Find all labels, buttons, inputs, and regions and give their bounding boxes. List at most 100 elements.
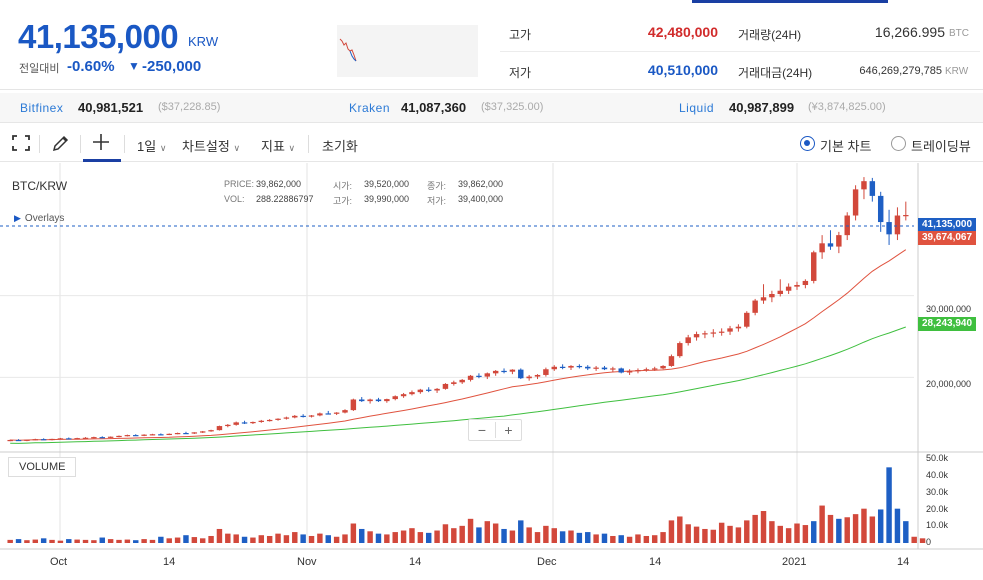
volume-bar [266,535,273,543]
pencil-icon[interactable] [52,135,70,155]
candle-body [802,280,809,286]
candle-body [15,439,22,442]
chart-settings-dropdown[interactable]: 차트설정 ∨ [182,136,240,155]
candle-body [174,433,181,435]
candle-body [250,421,256,424]
price-currency: KRW [188,34,219,49]
candle-body [300,415,306,418]
candle-body [292,415,298,418]
reset-button[interactable]: 초기화 [322,139,358,154]
candle-body [693,334,700,338]
volume-bar [183,535,189,543]
last-price-tag: 41,135,000 [918,218,977,232]
volume-bar [107,539,114,543]
volume-bar [785,528,792,543]
candle-body [333,412,340,414]
toolbar-separator [80,135,81,153]
volume-bar [49,539,55,543]
volume-bar [199,538,206,543]
exchange-name-liquid[interactable]: Liquid [679,101,715,115]
volume-bar [141,539,147,543]
basic-chart-label[interactable]: 기본 차트 [820,139,872,154]
volume-axis-tick: 30.0k [926,487,949,497]
x-axis-tick: Oct [50,556,68,568]
zoom-out-button[interactable]: − [477,422,487,438]
candle-body [585,366,591,369]
volume-bar [610,535,616,543]
chart-symbol: BTC/KRW [12,179,68,193]
candle-body [752,300,758,313]
candle-body [668,356,675,366]
volume-bar [760,511,767,543]
volume-bar [417,532,424,543]
indicators-dropdown[interactable]: 지표 ∨ [261,136,295,155]
price-axis-tick: 30,000,000 [926,304,972,314]
crosshair-icon[interactable] [92,133,110,154]
candle-body [417,389,424,393]
candle-body [643,369,650,371]
volume-bar [492,523,499,543]
candle-body [183,433,189,435]
x-axis-tick: 2021 [782,556,807,568]
candle-body [233,422,239,425]
chart-toolbar: 1일 ∨ 차트설정 ∨ 지표 ∨ 초기화 기본 차트 트레이딩뷰 [0,126,983,162]
candle-body [861,181,867,190]
overlays-label: Overlays [24,213,65,224]
volume-bar [342,534,348,543]
candle-body [384,399,390,402]
volume-bar [626,536,633,543]
candle-body [199,431,206,433]
candle-body [99,437,105,439]
candle-body [434,388,440,391]
volume-bar [735,527,742,543]
interval-dropdown[interactable]: 1일 ∨ [137,136,166,155]
ohlc-low-value: 39,400,000 [458,194,504,204]
trading-view-radio[interactable] [891,136,906,151]
trading-view-label[interactable]: 트레이딩뷰 [911,139,971,154]
candle-body [760,297,767,301]
volume-bar [660,532,666,543]
candle-body [769,294,775,298]
candle-body [392,396,398,400]
chart-canvas[interactable] [0,163,983,580]
exchange-jpy-liquid: (¥3,874,825.00) [808,101,886,113]
volume-bar [585,532,591,543]
candle-body [559,366,566,368]
candle-body [819,243,825,253]
candle-body [367,399,373,402]
candle-body [534,374,541,377]
candle-body [258,420,265,422]
ohlc-vol-value: 288.22886797 [256,194,314,204]
toolbar-separator [124,135,125,153]
interval-label: 1일 [137,139,157,154]
exchange-name-bitfinex[interactable]: Bitfinex [20,101,64,115]
candle-body [551,366,557,370]
candle-body [869,181,876,196]
turnover-24h-label: 거래대금(24H) [738,66,813,80]
volume-bar [568,530,574,543]
volume-bar [392,532,398,543]
overlays-toggle[interactable]: ▶ Overlays [14,213,64,224]
volume-bar [903,521,909,543]
price-chart[interactable]: BTC/KRW PRICE: 39,862,000 VOL: 288.22886… [0,163,983,580]
candle-body [241,422,248,424]
volume-bar [74,539,80,543]
turnover-24h-unit: KRW [945,66,969,77]
toolbar-separator [39,135,40,153]
active-tab-indicator [692,0,888,3]
chevron-down-icon: ∨ [233,143,241,153]
ohlc-low-label: 저가: [427,196,447,206]
candle-body [409,392,415,395]
x-axis-tick: Nov [297,556,317,568]
fullscreen-icon[interactable] [12,135,30,154]
volume-bar [777,525,783,543]
candle-body [727,328,733,332]
exchange-name-kraken[interactable]: Kraken [349,101,391,115]
high-value: 42,480,000 [647,24,718,40]
volume-bar [451,528,457,543]
volume-bar [710,529,717,543]
volume-24h-label: 거래량(24H) [738,28,802,42]
zoom-in-button[interactable]: + [495,422,521,438]
basic-chart-radio[interactable] [800,136,815,151]
volume-bar [526,527,532,543]
